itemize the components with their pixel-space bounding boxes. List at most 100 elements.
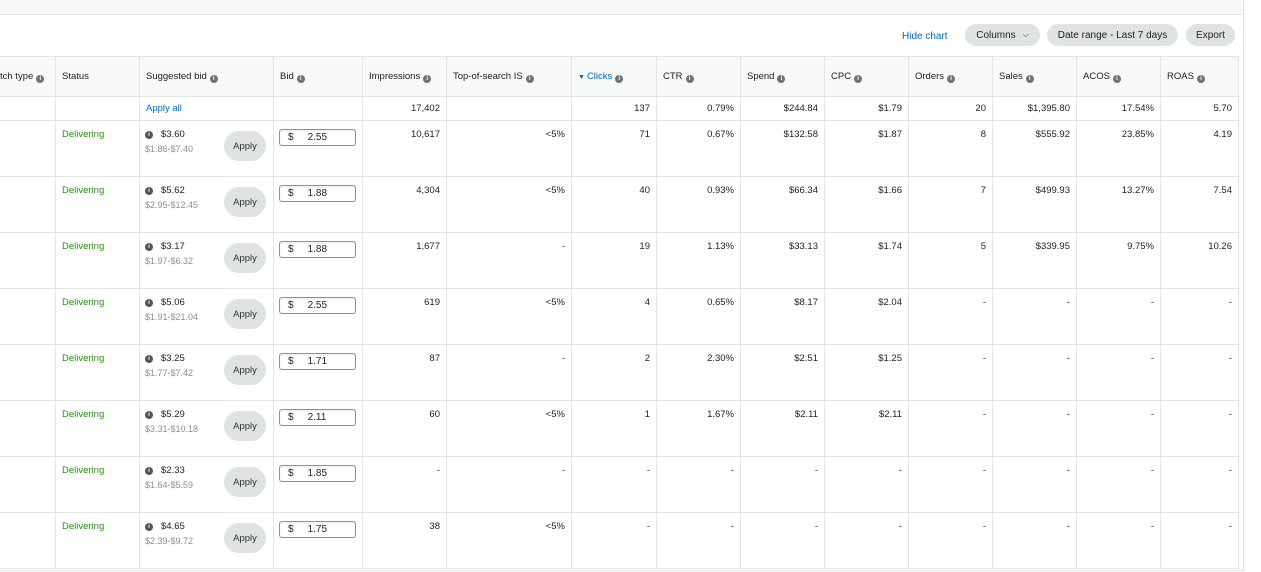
col-match-type[interactable]: tch type i <box>0 56 56 97</box>
info-icon[interactable]: i <box>145 242 153 251</box>
date-range-button[interactable]: Date range - Last 7 days <box>1047 24 1178 46</box>
ctr-cell: - <box>656 456 741 513</box>
suggested-bid-cell: i $3.60 $1.86-$7.40 Apply <box>139 120 274 177</box>
col-spend[interactable]: Spend i <box>740 56 825 97</box>
top-of-search-cell: <5% <box>446 176 572 233</box>
col-label: Suggested bid <box>146 70 207 82</box>
total-orders: 20 <box>908 96 993 121</box>
col-ctr[interactable]: CTR i <box>656 56 741 97</box>
acos-cell: - <box>1076 288 1161 345</box>
info-icon[interactable]: i <box>296 74 305 83</box>
top-of-search-cell: <5% <box>446 400 572 457</box>
col-roas[interactable]: ROAS i <box>1160 56 1239 97</box>
suggested-bid-range: $2.95-$12.45 <box>145 200 199 210</box>
apply-button[interactable]: Apply <box>224 523 266 553</box>
roas-cell: 4.19 <box>1160 120 1239 177</box>
sales-cell: - <box>992 456 1077 513</box>
suggested-bid-range: $1.91-$21.04 <box>145 312 199 322</box>
info-icon[interactable]: i <box>1196 74 1205 83</box>
col-status[interactable]: Status <box>55 56 140 97</box>
table-toolbar: Hide chart Columns ⌵ Date range - Last 7… <box>0 15 1243 56</box>
columns-button[interactable]: Columns ⌵ <box>965 24 1040 46</box>
bid-input[interactable]: $1.85 <box>279 465 356 482</box>
orders-cell: - <box>908 344 993 401</box>
info-icon[interactable]: i <box>145 466 153 475</box>
bid-cell: $1.75 <box>273 512 363 569</box>
info-icon[interactable]: i <box>145 522 153 531</box>
suggested-bid-top: i $4.65 <box>145 521 267 532</box>
roas-cell: - <box>1160 512 1239 569</box>
col-clicks[interactable]: ▼ Clicks i <box>571 56 657 97</box>
info-icon[interactable]: i <box>854 74 863 83</box>
info-icon[interactable]: i <box>145 410 153 419</box>
bid-input[interactable]: $2.55 <box>279 129 356 146</box>
sales-cell: $339.95 <box>992 232 1077 289</box>
apply-button[interactable]: Apply <box>224 411 266 441</box>
apply-button[interactable]: Apply <box>224 299 266 329</box>
bid-input[interactable]: $2.11 <box>279 409 356 426</box>
bid-value: 1.88 <box>307 244 328 255</box>
info-icon[interactable]: i <box>145 298 153 307</box>
col-sales[interactable]: Sales i <box>992 56 1077 97</box>
info-icon[interactable]: i <box>1025 74 1034 83</box>
col-label: CPC <box>831 70 852 82</box>
spend-cell: $33.13 <box>740 232 825 289</box>
suggested-bid-range: $1.77-$7.42 <box>145 368 194 378</box>
status-cell: Delivering <box>55 288 140 345</box>
bid-input[interactable]: $1.71 <box>279 353 356 370</box>
roas-cell: - <box>1160 344 1239 401</box>
col-label: Impressions <box>369 70 421 82</box>
spend-cell: $132.58 <box>740 120 825 177</box>
info-icon[interactable]: i <box>423 74 432 83</box>
bid-input[interactable]: $1.75 <box>279 521 356 538</box>
info-icon[interactable]: i <box>777 74 786 83</box>
col-top-of-search[interactable]: Top-of-search IS i <box>446 56 572 97</box>
bid-input[interactable]: $1.88 <box>279 241 356 258</box>
suggested-bid-range: $1.86-$7.40 <box>145 144 194 154</box>
export-button[interactable]: Export <box>1186 24 1235 46</box>
ctr-cell: 0.93% <box>656 176 741 233</box>
match-type-cell <box>0 232 56 289</box>
apply-button[interactable]: Apply <box>224 243 266 273</box>
apply-button[interactable]: Apply <box>224 355 266 385</box>
col-bid[interactable]: Bid i <box>273 56 363 97</box>
bid-cell: $1.88 <box>273 232 363 289</box>
apply-button[interactable]: Apply <box>224 131 266 161</box>
header-row: tch type i Status Suggested bid i Bid i Imp… <box>0 56 1239 97</box>
suggested-bid-value: $3.25 <box>161 353 185 364</box>
col-suggested-bid[interactable]: Suggested bid i <box>139 56 274 97</box>
col-cpc[interactable]: CPC i <box>824 56 909 97</box>
status-cell: Delivering <box>55 512 140 569</box>
total-roas: 5.70 <box>1160 96 1239 121</box>
col-impressions[interactable]: Impressions i <box>362 56 447 97</box>
total-sales: $1,395.80 <box>992 96 1077 121</box>
spend-cell: $2.51 <box>740 344 825 401</box>
info-icon[interactable]: i <box>145 130 153 139</box>
col-label: tch type <box>0 70 34 82</box>
bid-input[interactable]: $1.88 <box>279 185 356 202</box>
apply-button[interactable]: Apply <box>224 187 266 217</box>
status-cell: Delivering <box>55 344 140 401</box>
info-icon[interactable]: i <box>1112 74 1121 83</box>
sales-cell: $555.92 <box>992 120 1077 177</box>
col-acos[interactable]: ACOS i <box>1076 56 1161 97</box>
col-orders[interactable]: Orders i <box>908 56 993 97</box>
info-icon[interactable]: i <box>145 186 153 195</box>
match-type-cell <box>0 176 56 233</box>
info-icon[interactable]: i <box>145 354 153 363</box>
orders-cell: - <box>908 400 993 457</box>
acos-cell: - <box>1076 456 1161 513</box>
top-of-search-cell: - <box>446 456 572 513</box>
info-icon[interactable]: i <box>685 74 694 83</box>
info-icon[interactable]: i <box>209 74 218 83</box>
apply-button[interactable]: Apply <box>224 467 266 497</box>
apply-all-link[interactable]: Apply all <box>139 96 274 121</box>
info-icon[interactable]: i <box>36 74 45 83</box>
hide-chart-link[interactable]: Hide chart <box>902 31 948 42</box>
info-icon[interactable]: i <box>525 74 534 83</box>
bid-input[interactable]: $2.55 <box>279 297 356 314</box>
info-icon[interactable]: i <box>947 74 956 83</box>
ctr-cell: 1.13% <box>656 232 741 289</box>
roas-cell: - <box>1160 456 1239 513</box>
info-icon[interactable]: i <box>615 74 624 83</box>
